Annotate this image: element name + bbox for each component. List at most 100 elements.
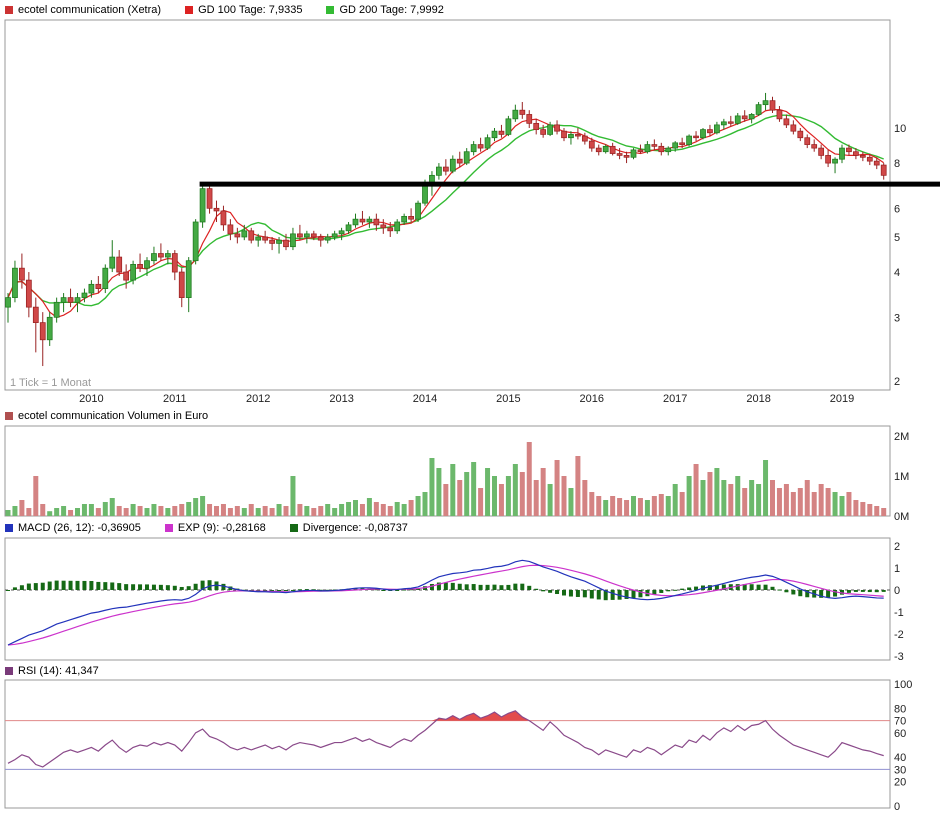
volume-bar — [270, 508, 275, 516]
macd-label: MACD (26, 12): -0,36905 — [18, 522, 141, 534]
candle-body — [381, 225, 386, 228]
x-axis-year-label: 2010 — [79, 393, 103, 405]
volume-bar — [805, 480, 810, 516]
candle-body — [763, 101, 768, 105]
volume-bar — [860, 502, 865, 516]
candle-body — [728, 122, 733, 124]
divergence-bar — [6, 590, 10, 591]
candle-body — [777, 110, 782, 119]
divergence-bar — [145, 584, 149, 590]
candle-body — [436, 167, 441, 175]
candle-body — [812, 145, 817, 149]
candle-body — [172, 254, 177, 273]
volume-bar — [158, 506, 163, 516]
candle-body — [423, 184, 428, 203]
candle-body — [520, 110, 525, 114]
volume-bar — [19, 500, 24, 516]
volume-bar — [297, 504, 302, 516]
rsi-y-tick: 40 — [894, 752, 906, 764]
divergence-bar — [875, 590, 879, 592]
volume-bar — [610, 496, 615, 516]
x-axis-year-label: 2015 — [496, 393, 520, 405]
candle-body — [402, 216, 407, 222]
volume-bar — [443, 484, 448, 516]
candle-body — [471, 145, 476, 152]
candle-body — [96, 284, 101, 288]
divergence-bar — [41, 583, 45, 590]
divergence-bar — [527, 586, 531, 590]
volume-bar — [423, 492, 428, 516]
candle-body — [770, 101, 775, 111]
volume-bar — [325, 504, 330, 516]
price-y-tick: 4 — [894, 267, 900, 279]
volume-bar — [221, 504, 226, 516]
volume-bar — [631, 496, 636, 516]
exp-label: EXP (9): -0,28168 — [178, 522, 266, 534]
divergence-bar — [687, 587, 691, 590]
divergence-bar — [486, 585, 490, 590]
macd-y-tick: -3 — [894, 651, 904, 663]
rsi-y-tick: 70 — [894, 716, 906, 728]
candle-body — [555, 125, 560, 131]
macd-marker-icon — [5, 524, 13, 532]
volume-bar — [548, 484, 553, 516]
volume-y-tick: 1M — [894, 471, 909, 483]
volume-legend-item: ecotel communication Volumen in Euro — [5, 410, 208, 422]
candle-body — [450, 159, 455, 171]
candle-body — [242, 231, 247, 237]
volume-bar — [575, 456, 580, 516]
volume-bar — [193, 498, 198, 516]
candle-body — [784, 119, 789, 125]
macd-y-tick: -1 — [894, 607, 904, 619]
candle-body — [131, 264, 136, 280]
divergence-bar — [534, 589, 538, 590]
candle-body — [541, 130, 546, 135]
divergence-bar — [506, 585, 510, 590]
candle-body — [492, 131, 497, 138]
volume-bar — [652, 496, 657, 516]
volume-bar — [624, 500, 629, 516]
volume-bar — [450, 464, 455, 516]
divergence-bar — [76, 581, 80, 590]
volume-bar — [82, 504, 87, 516]
candle-body — [256, 237, 261, 240]
divergence-bar — [110, 582, 114, 590]
volume-bar — [103, 502, 108, 516]
volume-bar — [145, 508, 150, 516]
rsi-legend: RSI (14): 41,347 — [0, 664, 940, 678]
divergence-bar — [520, 584, 524, 590]
price-y-tick: 8 — [894, 158, 900, 170]
price-y-tick: 5 — [894, 232, 900, 244]
candle-body — [694, 136, 699, 138]
rsi-y-tick: 0 — [894, 801, 900, 813]
candle-body — [270, 240, 275, 243]
volume-bar — [714, 468, 719, 516]
divergence-bar — [55, 581, 59, 590]
volume-bar — [589, 492, 594, 516]
gd200-marker-icon — [326, 6, 334, 14]
divergence-bar — [882, 590, 886, 592]
volume-bar — [186, 502, 191, 516]
volume-bar — [304, 506, 309, 516]
candle-body — [562, 131, 567, 138]
divergence-bar — [277, 590, 281, 591]
volume-bar — [131, 504, 136, 516]
volume-bar — [819, 484, 824, 516]
volume-bar — [756, 484, 761, 516]
volume-bar — [840, 496, 845, 516]
candle-body — [26, 280, 31, 307]
divergence-bar — [499, 585, 503, 590]
volume-bar — [402, 504, 407, 516]
candle-body — [673, 143, 678, 148]
candle-body — [527, 114, 532, 123]
candle-body — [659, 146, 664, 151]
candle-body — [707, 130, 712, 133]
candle-body — [325, 237, 330, 240]
volume-bar — [694, 464, 699, 516]
divergence-bar — [673, 590, 677, 591]
volume-bar — [228, 508, 233, 516]
candle-body — [499, 131, 504, 134]
candle-body — [819, 148, 824, 155]
volume-bar — [89, 504, 94, 516]
volume-bar — [798, 488, 803, 516]
